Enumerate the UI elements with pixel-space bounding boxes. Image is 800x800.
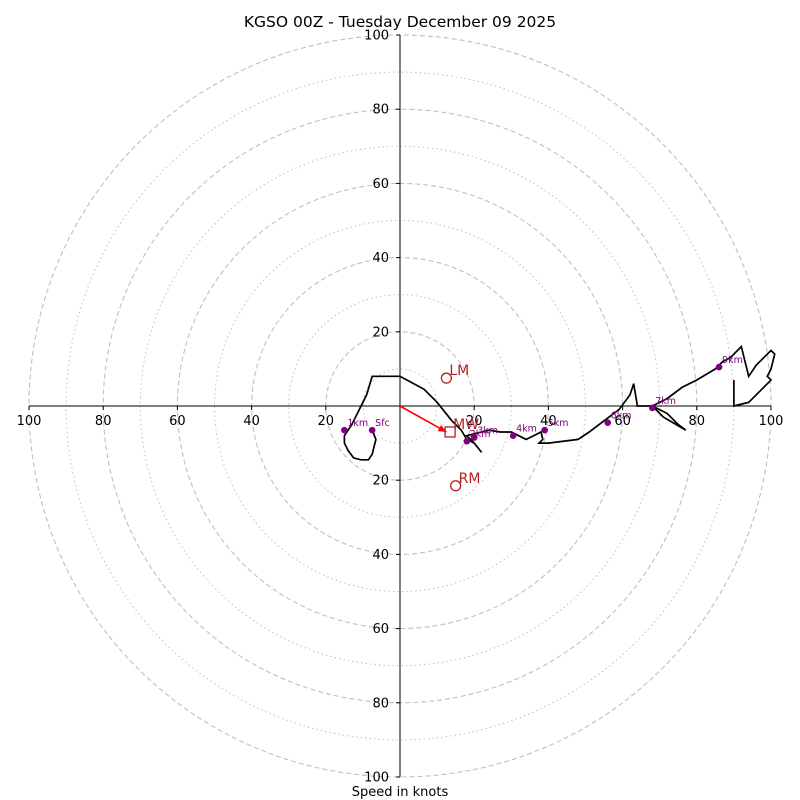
level-label: 9km <box>722 355 743 366</box>
level-point <box>368 426 376 434</box>
level-point <box>470 434 478 441</box>
y-tick-label: 40 <box>372 548 389 563</box>
y-tick-label: 100 <box>364 29 389 44</box>
level-label: Sfc <box>375 418 390 429</box>
storm-motion-marker <box>440 372 453 384</box>
y-tick-label: 20 <box>372 474 389 489</box>
chart-title: KGSO 00Z - Tuesday December 09 2025 <box>244 13 556 31</box>
x-tick-label: 100 <box>17 414 42 429</box>
x-tick-label: 60 <box>169 414 186 429</box>
level-point <box>541 426 548 434</box>
y-tick-label: 60 <box>372 177 389 192</box>
x-tick-label: 20 <box>466 414 483 429</box>
level-label: 3km <box>477 426 498 437</box>
y-tick-label: 80 <box>372 696 389 711</box>
storm-motion-marker <box>444 426 456 438</box>
y-tick-label: 80 <box>372 103 389 118</box>
level-point <box>463 437 471 445</box>
y-tick-label: 60 <box>372 622 389 637</box>
shear-vector-line <box>399 405 447 433</box>
y-tick-label: 20 <box>372 325 389 340</box>
level-point <box>648 404 656 412</box>
tick-labels: 100 80 60 40 20 20 40 60 80 100 100 80 60 40 20 20 40 60 8… <box>17 29 784 786</box>
storm-motion-label: MW <box>453 417 479 433</box>
x-tick-label: 80 <box>689 414 706 429</box>
x-tick-label: 100 <box>759 414 784 429</box>
storm-motion-markers: LM RM MW <box>440 363 481 492</box>
x-tick-label: 80 <box>95 414 112 429</box>
level-point <box>509 432 517 439</box>
y-tick-label: 100 <box>364 771 389 786</box>
level-label: 5km <box>548 418 569 429</box>
x-tick-label: 40 <box>243 414 260 429</box>
x-axis-label: Speed in knots <box>352 785 449 800</box>
storm-motion-marker <box>449 480 462 492</box>
x-tick-label: 40 <box>540 414 557 429</box>
level-point <box>341 426 348 434</box>
shear-vector-arrowhead <box>437 425 447 432</box>
y-tick-label: 40 <box>372 251 389 266</box>
x-tick-label: 60 <box>614 414 631 429</box>
level-label: 7km <box>655 396 676 407</box>
storm-motion-label: LM <box>449 363 469 379</box>
level-label: 2km <box>470 429 491 440</box>
storm-motion-label: RM <box>459 471 481 487</box>
level-label: 6km <box>611 411 632 422</box>
level-label: 4km <box>516 424 537 435</box>
level-label: 1km <box>347 418 368 429</box>
level-point <box>604 419 612 426</box>
x-tick-label: 20 <box>318 414 335 429</box>
level-point <box>715 363 723 371</box>
hodograph-line <box>343 344 776 461</box>
hodograph-trace <box>343 344 776 461</box>
